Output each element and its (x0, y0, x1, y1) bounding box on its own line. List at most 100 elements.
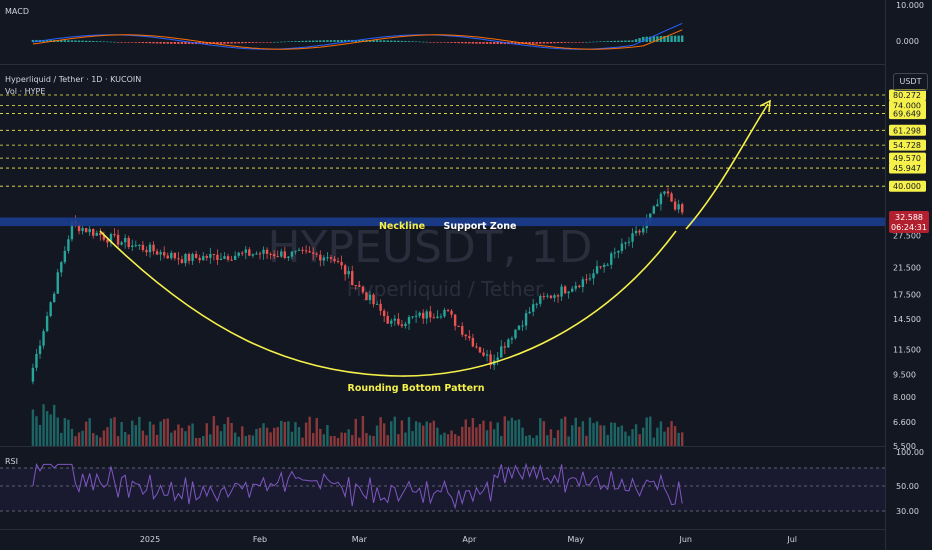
symbol-title[interactable]: Hyperliquid / Tether · 1D · KUCOIN (5, 75, 142, 84)
candle[interactable] (223, 256, 226, 259)
candle[interactable] (283, 251, 287, 258)
candle[interactable] (109, 234, 113, 243)
candle[interactable] (63, 250, 67, 263)
candle[interactable] (528, 311, 531, 314)
candle[interactable] (258, 253, 262, 255)
candle[interactable] (461, 326, 464, 335)
candle[interactable] (212, 253, 216, 255)
candle[interactable] (244, 249, 247, 253)
candle[interactable] (304, 250, 308, 252)
candle[interactable] (631, 233, 634, 242)
candle[interactable] (191, 253, 194, 261)
candle[interactable] (531, 304, 535, 312)
candle[interactable] (421, 312, 425, 319)
candle[interactable] (595, 266, 599, 274)
candle[interactable] (198, 257, 201, 261)
candle[interactable] (574, 285, 577, 289)
candle[interactable] (123, 237, 127, 243)
candle[interactable] (411, 316, 414, 318)
candle[interactable] (673, 201, 677, 210)
candle[interactable] (606, 264, 609, 266)
candle[interactable] (145, 249, 148, 253)
candle[interactable] (510, 338, 514, 340)
candle[interactable] (53, 293, 56, 303)
candle[interactable] (418, 312, 421, 316)
rounding-bottom-curve[interactable] (99, 230, 677, 377)
candle[interactable] (634, 230, 638, 234)
candle[interactable] (180, 259, 184, 264)
candle[interactable] (131, 245, 134, 247)
candle[interactable] (489, 354, 492, 366)
candle[interactable] (524, 313, 528, 326)
candle[interactable] (113, 234, 116, 236)
candle[interactable] (67, 239, 70, 251)
candle[interactable] (617, 251, 620, 253)
candle[interactable] (627, 241, 631, 243)
candle[interactable] (42, 331, 45, 346)
candle[interactable] (563, 286, 567, 294)
candle[interactable] (166, 255, 169, 259)
candle[interactable] (581, 279, 585, 288)
candle[interactable] (681, 204, 684, 213)
candle[interactable] (375, 303, 379, 305)
candle[interactable] (120, 242, 123, 245)
candle[interactable] (226, 256, 230, 260)
candle[interactable] (276, 256, 279, 258)
candle[interactable] (308, 251, 311, 253)
candle[interactable] (453, 314, 457, 326)
candle[interactable] (106, 239, 109, 243)
candle[interactable] (194, 253, 198, 258)
candle[interactable] (233, 255, 237, 260)
candle[interactable] (407, 317, 411, 324)
candle[interactable] (571, 288, 574, 292)
candle[interactable] (294, 250, 297, 252)
candle[interactable] (588, 278, 592, 280)
candle[interactable] (457, 325, 460, 327)
candle[interactable] (649, 213, 652, 221)
candle[interactable] (613, 252, 616, 254)
candle[interactable] (535, 303, 538, 305)
candle[interactable] (241, 252, 244, 254)
candle[interactable] (638, 230, 641, 233)
candle[interactable] (663, 191, 666, 194)
candle[interactable] (187, 254, 191, 261)
candle[interactable] (102, 235, 106, 240)
candle[interactable] (656, 204, 659, 207)
candle[interactable] (546, 295, 549, 297)
candle[interactable] (262, 249, 265, 254)
candle[interactable] (319, 254, 322, 261)
candle[interactable] (49, 302, 52, 317)
candle[interactable] (652, 206, 656, 214)
candle[interactable] (134, 245, 138, 247)
candle[interactable] (436, 316, 439, 318)
candle[interactable] (624, 242, 627, 244)
candle[interactable] (336, 260, 340, 262)
candle[interactable] (35, 354, 38, 368)
candle[interactable] (464, 334, 467, 337)
support-zone-band[interactable] (0, 217, 885, 227)
candle[interactable] (347, 271, 350, 275)
candle[interactable] (549, 295, 553, 298)
volume-indicator-label[interactable]: Vol · HYPE (5, 87, 46, 96)
candle[interactable] (610, 253, 613, 265)
candle[interactable] (400, 324, 404, 327)
candle[interactable] (602, 264, 606, 267)
candle[interactable] (390, 320, 393, 324)
candle[interactable] (379, 303, 382, 311)
candle[interactable] (475, 346, 478, 348)
candle[interactable] (127, 237, 130, 247)
candle[interactable] (287, 256, 290, 258)
candle[interactable] (95, 232, 98, 236)
candle[interactable] (425, 311, 428, 319)
candle[interactable] (496, 357, 499, 361)
candle[interactable] (386, 316, 389, 324)
candle[interactable] (620, 243, 624, 252)
candle[interactable] (556, 295, 560, 297)
candle[interactable] (70, 220, 74, 240)
candle[interactable] (280, 251, 283, 257)
candle[interactable] (170, 252, 173, 259)
candle[interactable] (301, 249, 304, 251)
candle[interactable] (404, 323, 407, 327)
candle[interactable] (202, 256, 205, 261)
candle[interactable] (482, 352, 485, 356)
